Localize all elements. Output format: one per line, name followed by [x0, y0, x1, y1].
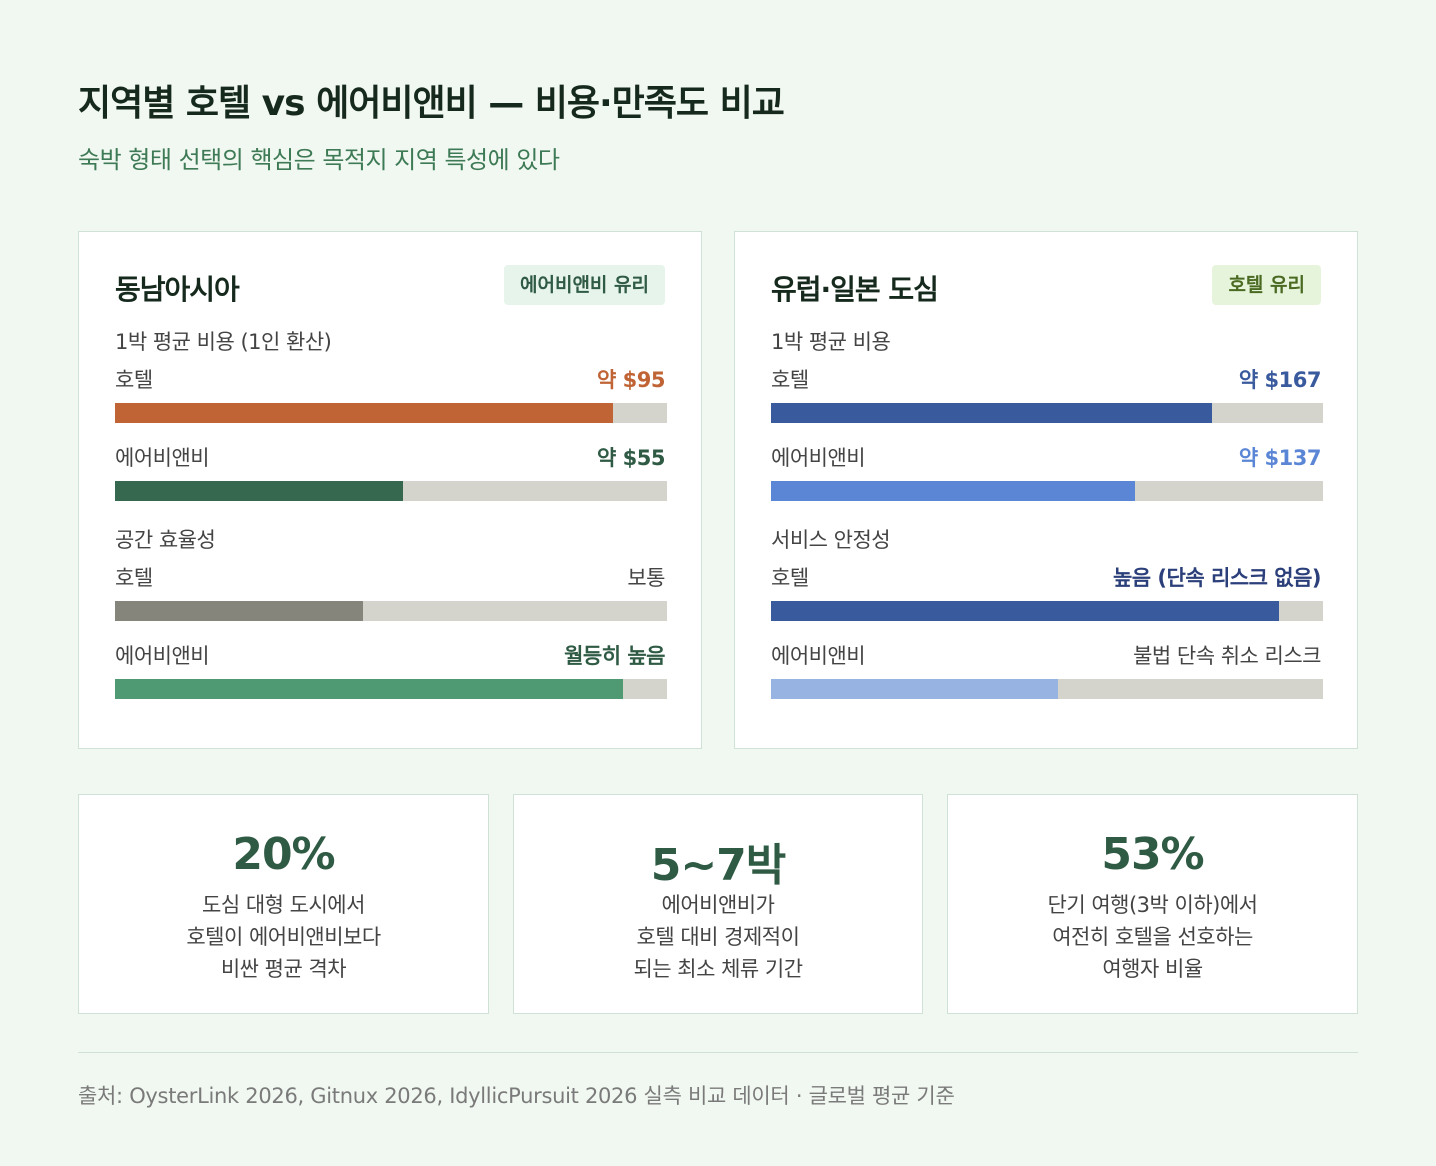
- stat-line: 도심 대형 도시에서: [202, 893, 365, 917]
- stat-line: 호텔이 에어비앤비보다: [186, 925, 381, 949]
- source-note: 출처: OysterLink 2026, Gitnux 2026, Idylli…: [78, 1084, 955, 1108]
- bar-track: [771, 403, 1323, 423]
- section-label: 서비스 안정성: [771, 528, 891, 552]
- bar-track: [115, 601, 667, 621]
- verdict-badge: 에어비앤비 유리: [504, 265, 665, 305]
- stat-description: 도심 대형 도시에서 호텔이 에어비앤비보다 비싼 평균 격차: [79, 889, 488, 985]
- stat-line: 단기 여행(3박 이하)에서: [1047, 893, 1258, 917]
- bar-row-label: 에어비앤비: [771, 446, 866, 470]
- stat-value: 20%: [232, 829, 335, 880]
- bar-value-label: 약 $137: [1238, 446, 1322, 470]
- stat-card-hotel-preference: 53% 단기 여행(3박 이하)에서 여전히 호텔을 선호하는 여행자 비율: [947, 794, 1358, 1014]
- bar-fill: [115, 481, 404, 501]
- page-subtitle: 숙박 형태 선택의 핵심은 목적지 지역 특성에 있다: [78, 146, 560, 174]
- bar-fill: [115, 679, 623, 699]
- bar-row-label: 호텔: [771, 566, 809, 590]
- bar-value-label: 약 $55: [597, 446, 665, 470]
- bar-track: [771, 481, 1323, 501]
- stat-card-min-stay: 5~7박 에어비앤비가 호텔 대비 경제적이 되는 최소 체류 기간: [513, 794, 923, 1014]
- bar-fill: [115, 601, 363, 621]
- bar-row-label: 호텔: [771, 368, 809, 392]
- bar-row-label: 에어비앤비: [115, 446, 210, 470]
- stat-card-price-gap: 20% 도심 대형 도시에서 호텔이 에어비앤비보다 비싼 평균 격차: [78, 794, 489, 1014]
- bar-row-label: 호텔: [115, 368, 153, 392]
- bar-row-label: 에어비앤비: [115, 644, 210, 668]
- bar-fill: [115, 403, 613, 423]
- bar-row-label: 에어비앤비: [771, 644, 866, 668]
- stat-line: 에어비앤비가: [661, 893, 775, 917]
- panel-title: 유럽·일본 도심: [771, 273, 939, 306]
- bar-track: [771, 601, 1323, 621]
- bar-fill: [771, 601, 1279, 621]
- page-title: 지역별 호텔 vs 에어비앤비 — 비용·만족도 비교: [78, 83, 785, 124]
- stat-value: 5~7박: [650, 840, 787, 891]
- section-label: 1박 평균 비용: [771, 330, 891, 354]
- bar-track: [115, 679, 667, 699]
- panel-title: 동남아시아: [115, 273, 240, 306]
- bar-fill: [771, 403, 1212, 423]
- stat-line: 되는 최소 체류 기간: [633, 957, 803, 981]
- bar-value-label: 불법 단속 취소 리스크: [1133, 644, 1321, 668]
- bar-row-label: 호텔: [115, 566, 153, 590]
- stat-line: 비싼 평균 격차: [220, 957, 347, 981]
- stat-line: 여행자 비율: [1102, 957, 1203, 981]
- bar-value-label: 약 $95: [597, 368, 665, 392]
- bar-value-label: 월등히 높음: [564, 644, 665, 668]
- stat-description: 에어비앤비가 호텔 대비 경제적이 되는 최소 체류 기간: [514, 889, 922, 985]
- bar-track: [115, 403, 667, 423]
- stat-line: 호텔 대비 경제적이: [636, 925, 800, 949]
- verdict-badge: 호텔 유리: [1212, 265, 1321, 305]
- panel-southeast-asia: 동남아시아 에어비앤비 유리 1박 평균 비용 (1인 환산) 호텔 약 $95 에어…: [78, 231, 702, 749]
- bar-track: [771, 679, 1323, 699]
- section-label: 1박 평균 비용 (1인 환산): [115, 330, 332, 354]
- stat-value: 53%: [1101, 829, 1204, 880]
- bar-track: [115, 481, 667, 501]
- bar-fill: [771, 679, 1058, 699]
- stat-description: 단기 여행(3박 이하)에서 여전히 호텔을 선호하는 여행자 비율: [948, 889, 1357, 985]
- bar-value-label: 약 $167: [1238, 368, 1322, 392]
- footer-divider: [78, 1052, 1358, 1053]
- section-label: 공간 효율성: [115, 528, 216, 552]
- bar-value-label: 높음 (단속 리스크 없음): [1112, 566, 1322, 590]
- stat-line: 여전히 호텔을 선호하는: [1052, 925, 1253, 949]
- bar-fill: [771, 481, 1135, 501]
- bar-value-label: 보통: [627, 566, 665, 590]
